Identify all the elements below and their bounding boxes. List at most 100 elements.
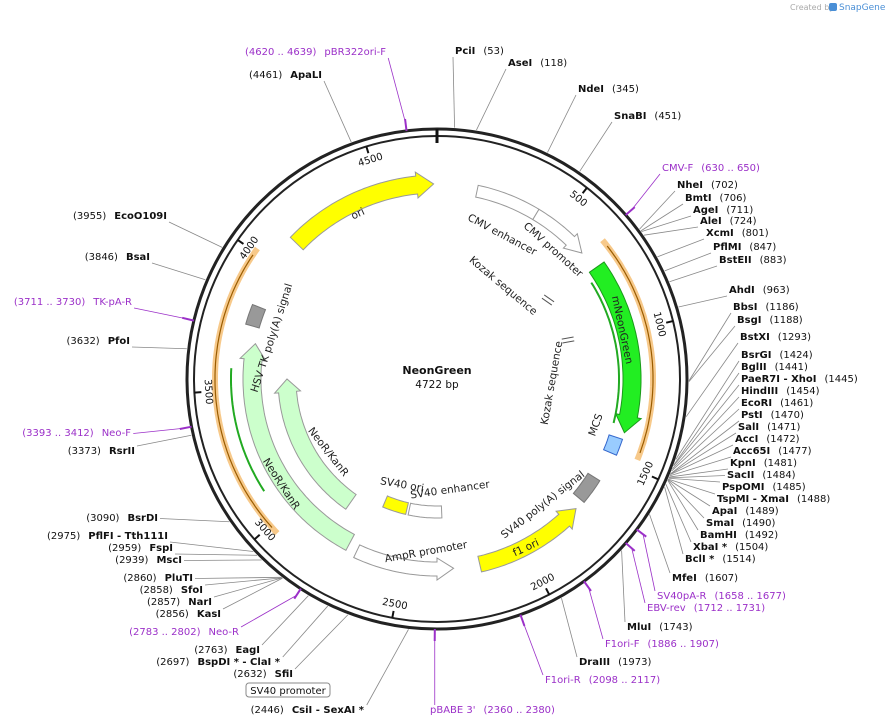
site-label-part: PfoI [108,336,130,347]
site-label-part: BglII [741,362,767,373]
primer-label-part: (2360 .. 2380) [484,705,556,716]
site-label-leader [579,121,613,172]
site-label-part: BclI * [685,554,715,565]
plasmid-name: NeonGreen [402,364,471,377]
site-label: BamHI (1492) [700,530,778,541]
site-label: MluI (1743) [627,622,693,633]
site-label-part: HindIII [741,386,778,397]
site-label-part: (1441) [775,362,808,373]
site-label-part: (1472) [766,434,799,445]
site-label-leader [452,56,455,128]
site-label-part: ApaI [712,506,737,517]
feature-arrow [588,261,643,434]
site-label: (3632) PfoI [66,336,130,347]
feature-box [407,502,443,519]
brand: SnapGene [839,3,886,13]
feature-box [572,472,601,504]
site-label: AccI (1472) [735,434,800,445]
site-label-part: (345) [612,84,639,95]
primer-label: EBV-rev (1712 .. 1731) [647,603,765,614]
site-label-leader [685,342,739,417]
site-label-part: DraIII [579,657,610,668]
site-label-leader [664,486,684,555]
site-label-leader [649,514,671,574]
feature-box [475,184,540,221]
site-label-part: PspOMI [722,482,764,493]
site-label-leader [194,576,282,579]
site-label-part: BstXI [740,332,770,343]
site-label-part: (1471) [767,422,800,433]
site-label-part: (1186) [765,302,798,313]
site-label-part: (702) [711,180,738,191]
site-label-part: NdeI [578,84,604,95]
site-label-part: (451) [654,111,681,122]
site-label-part: NheI [677,180,703,191]
site-label-leader [641,215,692,232]
promoter-box [245,682,331,698]
site-label-part: (2446) [251,705,284,716]
site-label: BstXI (1293) [740,332,811,343]
site-label: (2939) MscI [115,555,182,566]
site-label: BsrGI (1424) [741,350,813,361]
site-label-part: (1461) [780,398,813,409]
ruler-label: 2000 [529,572,557,594]
site-label: (3955) EcoO109I [73,211,167,222]
primer-label-part: pBABE 3' [430,705,476,716]
site-label-part: (1188) [769,315,802,326]
site-label-leader [476,68,507,131]
primer-mark [625,542,636,552]
site-label-leader [366,629,409,706]
site-label: DraIII (1973) [579,657,652,668]
plasmid-size: 4722 bp [415,379,459,391]
site-label-leader [672,396,740,470]
site-label-part: (3373) [68,446,101,457]
feature-arrow [273,378,357,510]
site-label-leader [282,605,329,658]
site-label-part: (801) [742,228,769,239]
site-label-leader [668,475,726,479]
primer-label-part: (1712 .. 1731) [694,603,766,614]
site-label: (2860) PluTI [123,573,193,584]
primer-label: (2783 .. 2802) Neo-R [129,627,239,638]
site-label-part: (3955) [73,211,106,222]
ruler-label: 3500 [202,379,214,405]
primer-label: CMV-F (630 .. 650) [662,163,760,174]
site-label-leader [678,295,728,308]
site-label-leader [294,614,349,670]
primer-label-leader [240,595,297,628]
site-label-part: AhdI [729,285,755,296]
site-label-leader [670,432,737,475]
feature-line [214,254,273,528]
site-label-leader [673,384,740,467]
feature-box [382,495,409,515]
feature-label: Kozak sequence [467,254,540,318]
site-label-part: BsgI [737,315,761,326]
ruler-tick [365,146,370,154]
site-label: HindIII (1454) [741,386,820,397]
site-label-leader [671,408,740,472]
primer-label-part: Neo-R [209,627,240,638]
site-label-leader [323,80,352,143]
site-label-leader [183,559,262,561]
site-label-leader [159,518,230,523]
site-label-part: XbaI * [693,542,728,553]
site-label: (2858) SfoI [140,585,203,596]
site-label: BclI * (1514) [685,554,756,565]
site-label-part: PflFI - Tth111I [88,531,168,542]
site-label: XcmI (801) [706,228,769,239]
primer-label: (4620 .. 4639) pBR322ori-F [245,47,386,58]
primer-label-part: CMV-F [662,163,693,174]
feature-line [606,245,654,454]
site-label-part: (1445) [825,374,858,385]
site-label-part: SfiI [275,669,293,680]
site-label: (4461) ApaLI [249,70,322,81]
site-label-part: ApaLI [290,70,322,81]
site-label-part: MscI [156,555,182,566]
site-label: (3090) BsrDI [86,513,158,524]
site-label-leader [657,238,705,258]
site-label: (2975) PflFI - Tth111I [47,531,168,542]
site-label: SnaBI (451) [614,111,681,122]
site-label-leader [667,479,711,507]
site-label-leader [151,262,206,281]
site-label-part: (1484) [762,470,795,481]
